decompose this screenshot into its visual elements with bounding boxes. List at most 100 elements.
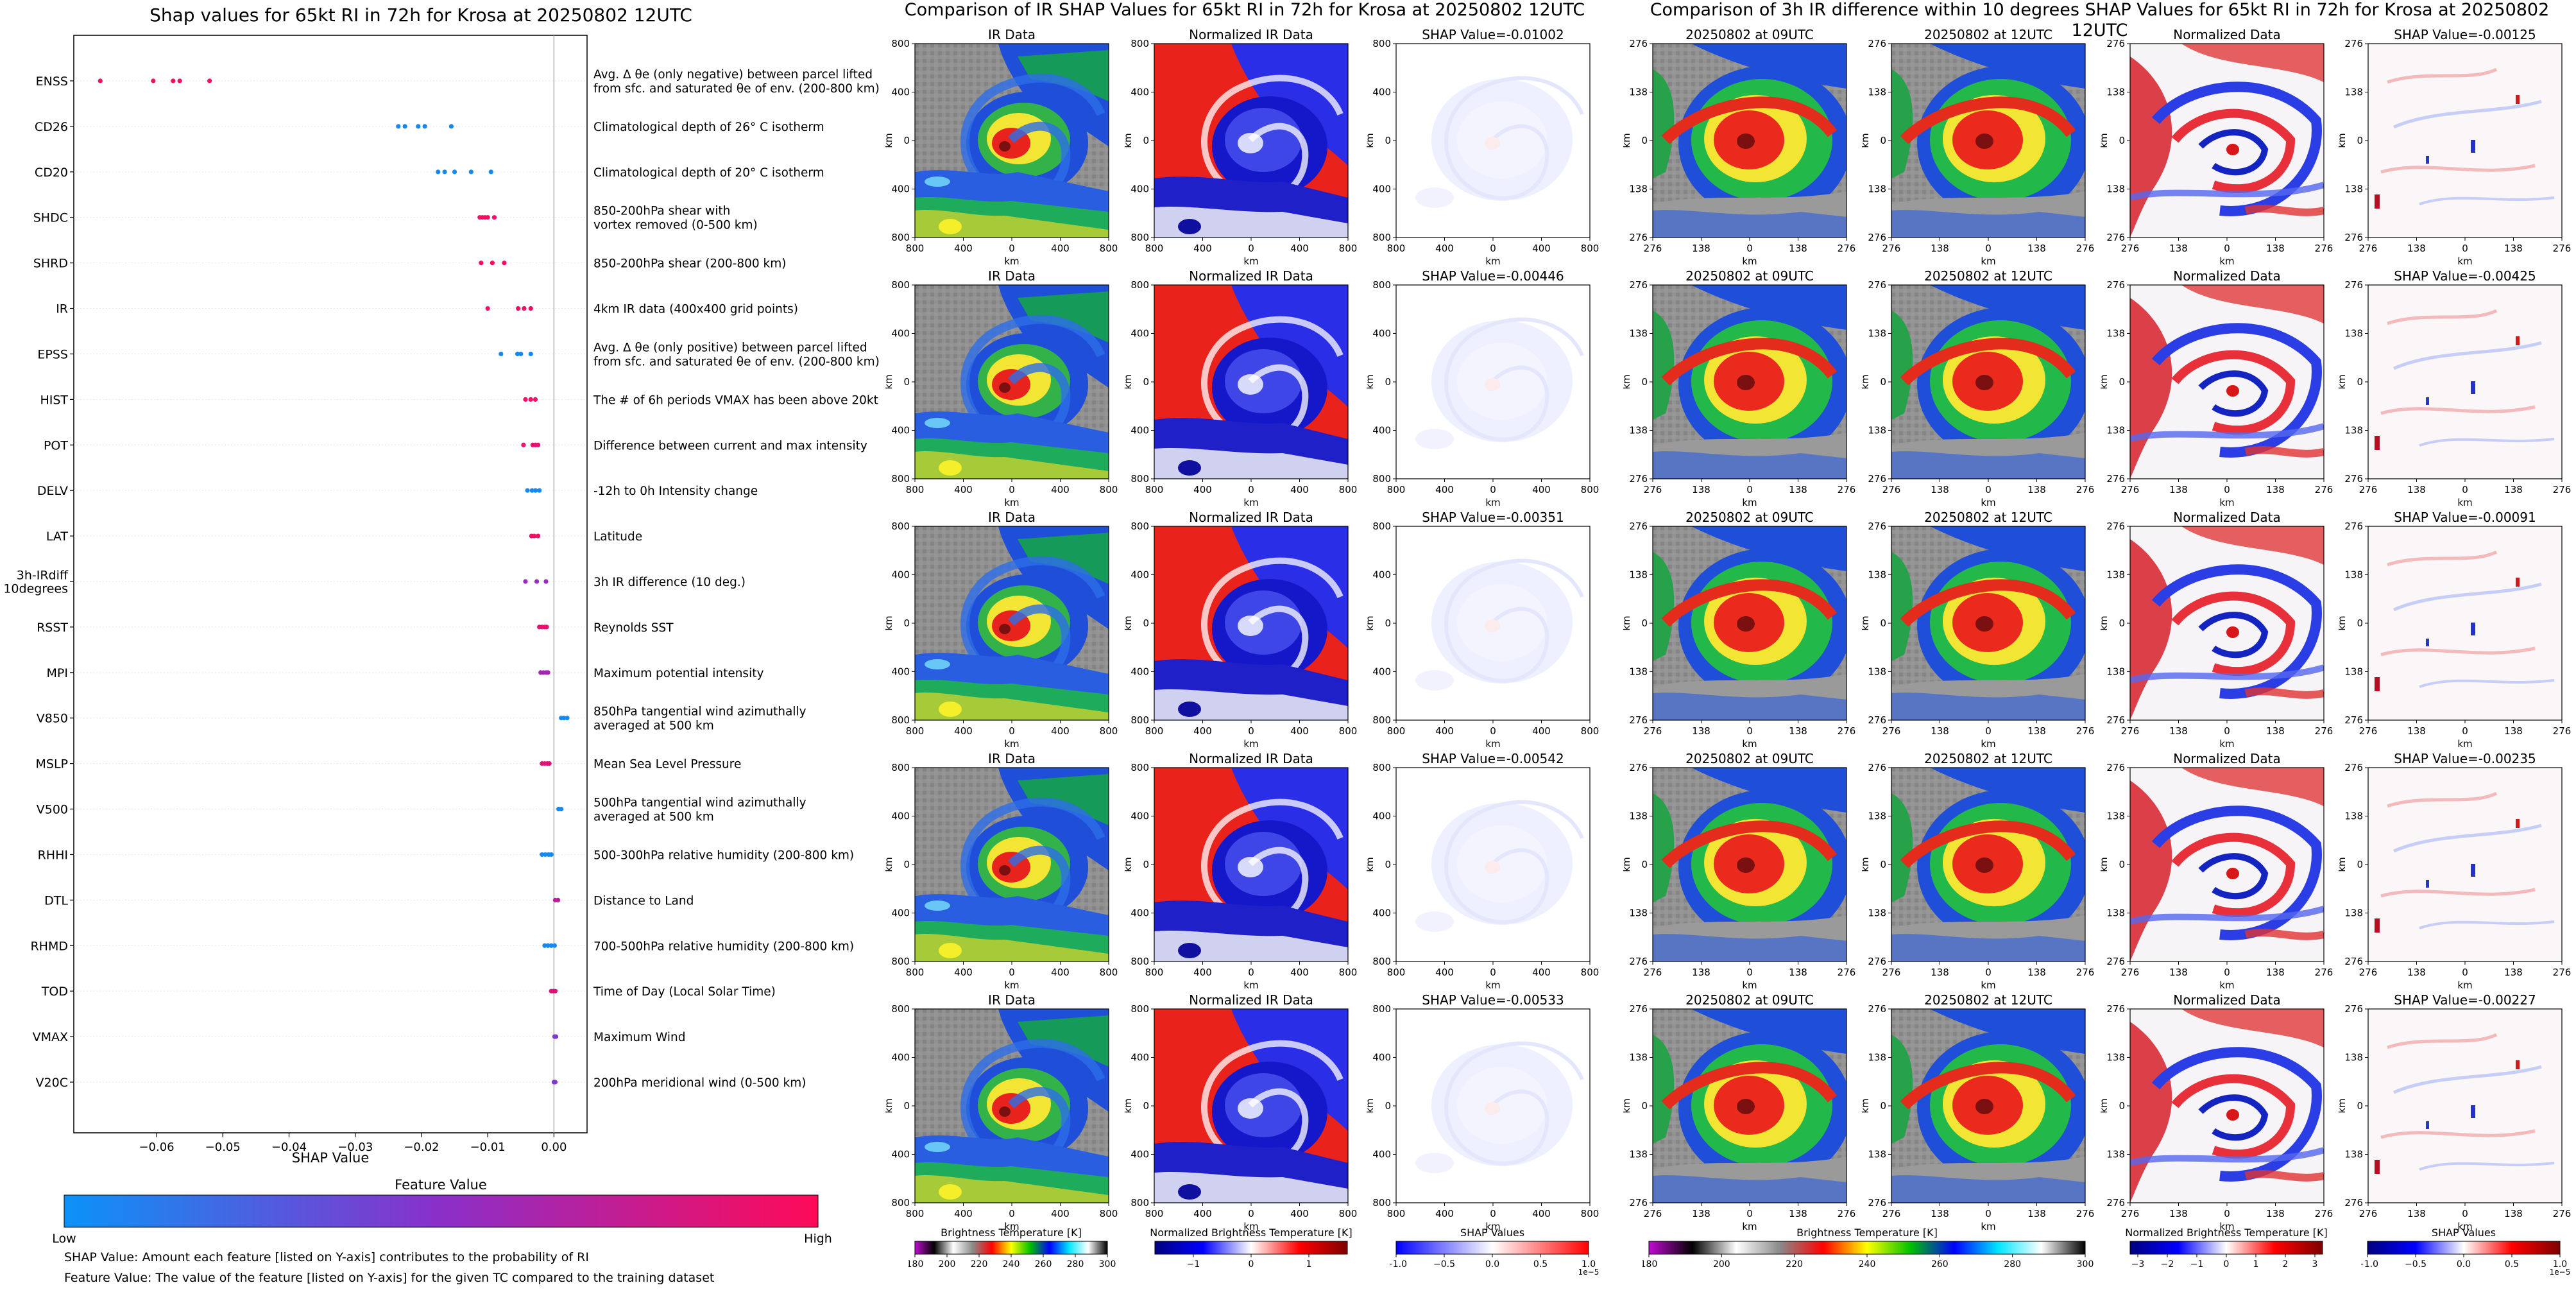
colorbar-tick-label: 180 (1642, 1259, 1657, 1270)
x-axis-label: km (1742, 738, 1757, 747)
feature-description-line: Reynolds SST (593, 621, 674, 635)
x-tick-label: 276 (1644, 243, 1662, 254)
y-tick-label: 138 (2106, 425, 2125, 436)
feature-name: VMAX (33, 1030, 68, 1044)
diff-shap-panel-svg: SHAP Value=-0.00091276276138138001381382… (2336, 510, 2571, 750)
panel-title: Normalized Data (2173, 268, 2281, 284)
feature-name-line: MSLP (36, 757, 69, 771)
x-axis-label: km (1485, 1221, 1500, 1230)
panel-title: 20250802 at 09UTC (1685, 27, 1814, 42)
x-tick-label: 800 (906, 243, 925, 254)
colorbar-label: Normalized Brightness Temperature [K] (2125, 1227, 2328, 1239)
x-tick-label: 0 (1248, 967, 1254, 978)
y-tick-label: 800 (891, 762, 910, 773)
x-tick-label: 276 (2315, 725, 2333, 737)
feature-row: VMAX Maximum Wind (33, 1030, 686, 1044)
y-tick-label: 0 (903, 1100, 910, 1112)
y-tick-label: 0 (1143, 135, 1149, 146)
shap-point (549, 943, 554, 948)
panel-title: SHAP Value=-0.00235 (2394, 751, 2536, 766)
feature-row: IR 4km IR data (400x400 grid points) (56, 302, 798, 316)
shap-point (549, 852, 554, 857)
y-tick-label: 276 (2106, 762, 2125, 773)
y-tick-label: 138 (2106, 1149, 2125, 1160)
x-tick-label: −0.03 (337, 1141, 373, 1154)
x-tick-label: 0 (1009, 243, 1015, 254)
feature-name-line: RHHI (38, 848, 68, 862)
x-axis-label: km (1485, 738, 1500, 747)
ir-shap-panel-svg: SHAP Value=-0.00351800800400400004004008… (1364, 510, 1599, 750)
x-tick-label: 0 (1248, 243, 1254, 254)
y-tick-label: 276 (2106, 1197, 2125, 1209)
shap-point (402, 124, 407, 129)
y-axis-label: km (1367, 616, 1376, 630)
shap-point (177, 78, 182, 83)
x-tick-label: 138 (1789, 1208, 1807, 1219)
y-tick-label: 800 (1372, 714, 1391, 726)
y-axis-label: km (2339, 133, 2348, 148)
y-tick-label: 0 (1385, 617, 1391, 629)
x-tick-label: 138 (1931, 243, 1949, 254)
x-tick-label: 800 (1339, 725, 1357, 737)
feature-description: The # of 6h periods VMAX has been above … (593, 393, 878, 407)
y-axis-label: km (1623, 616, 1632, 630)
x-tick-label: 0 (2224, 484, 2230, 495)
normalized-diff-panel-svg: Normalized Data2762761381380013813827627… (2098, 992, 2333, 1232)
normalized-diff-panel: Normalized Data 276 276 138 138 0 0 138 138 276 27… (2098, 26, 2333, 267)
y-tick-label: 138 (2106, 328, 2125, 340)
feature-row: V500 500hPa tangential wind azimuthally av… (37, 797, 806, 824)
feature-name-line: DTL (44, 893, 68, 908)
x-tick-label: 138 (2169, 725, 2188, 737)
panel-title: SHAP Value=-0.00091 (2394, 510, 2536, 525)
shap-point (565, 716, 570, 721)
feature-name: V500 (37, 803, 68, 817)
x-tick-label: 400 (1051, 243, 1070, 254)
x-tick-label: 138 (1692, 1208, 1710, 1219)
y-axis-label: km (1862, 616, 1871, 630)
feature-name-line: VMAX (33, 1030, 68, 1044)
y-tick-label: 138 (2344, 569, 2363, 581)
feature-description: 200hPa meridional wind (0-500 km) (593, 1076, 806, 1090)
feature-description-line: Climatological depth of 20° C isotherm (593, 166, 824, 180)
shap-point (533, 488, 538, 493)
y-tick-label: 138 (2344, 1052, 2363, 1064)
shap-point (531, 533, 537, 538)
x-tick-label: 276 (2553, 725, 2571, 737)
y-axis-label: km (885, 616, 894, 630)
y-axis-label: km (1623, 1098, 1632, 1113)
feature-description-line: Difference between current and max inten… (593, 439, 867, 452)
feature-value-colorbar (64, 1194, 819, 1228)
panel-title: 20250802 at 09UTC (1685, 992, 1814, 1008)
x-axis-label: km (1004, 497, 1019, 506)
feature-row: SHRD 850-200hPa shear (200-800 km) (33, 257, 787, 271)
feature-row: DTL Distance to Land (44, 893, 694, 908)
x-tick-label: 800 (1145, 1208, 1164, 1219)
x-tick-label: 800 (1387, 967, 1406, 978)
y-tick-label: 400 (1130, 425, 1149, 436)
y-tick-label: 138 (2344, 425, 2363, 436)
feature-name: SHRD (33, 257, 68, 271)
ir-data-panel: IR Data 800 800 400 400 0 0 400 400 800 800 km km (883, 508, 1118, 750)
colorbar-tick-label: −3 (2131, 1259, 2145, 1270)
x-tick-label: 400 (1290, 484, 1309, 495)
x-tick-label: 276 (1882, 967, 1901, 978)
x-tick-label: 0 (1009, 725, 1015, 737)
x-tick-label: 0 (1009, 967, 1015, 978)
panel-title: SHAP Value=-0.00542 (1422, 751, 1564, 766)
normalized-ir-data-panel-svg: Normalized IR Data8008004004000040040080… (1122, 751, 1357, 991)
y-tick-label: 0 (903, 859, 910, 870)
colorbar-tick-label: 240 (1003, 1259, 1020, 1270)
y-tick-label: 276 (1868, 1197, 1886, 1209)
y-axis-label: km (885, 857, 894, 872)
y-tick-label: 0 (1880, 1100, 1886, 1112)
y-tick-label: 276 (2106, 473, 2125, 485)
feature-description-line: vortex removed (0-500 km) (593, 219, 758, 232)
ir-12utc-panel: 20250802 at 12UTC 276 276 138 138 0 0 138 138 276… (1859, 26, 2094, 267)
ir-normalized-colorbar-svg: Normalized Brightness Temperature [K] −1 0… (1150, 1227, 1352, 1270)
y-tick-label: 400 (1372, 569, 1391, 581)
x-axis-label: km (1485, 497, 1500, 506)
ir-data-panel: IR Data 800 800 400 400 0 0 400 400 800 800 km km (883, 750, 1118, 991)
feature-description: Latitude (593, 530, 642, 544)
